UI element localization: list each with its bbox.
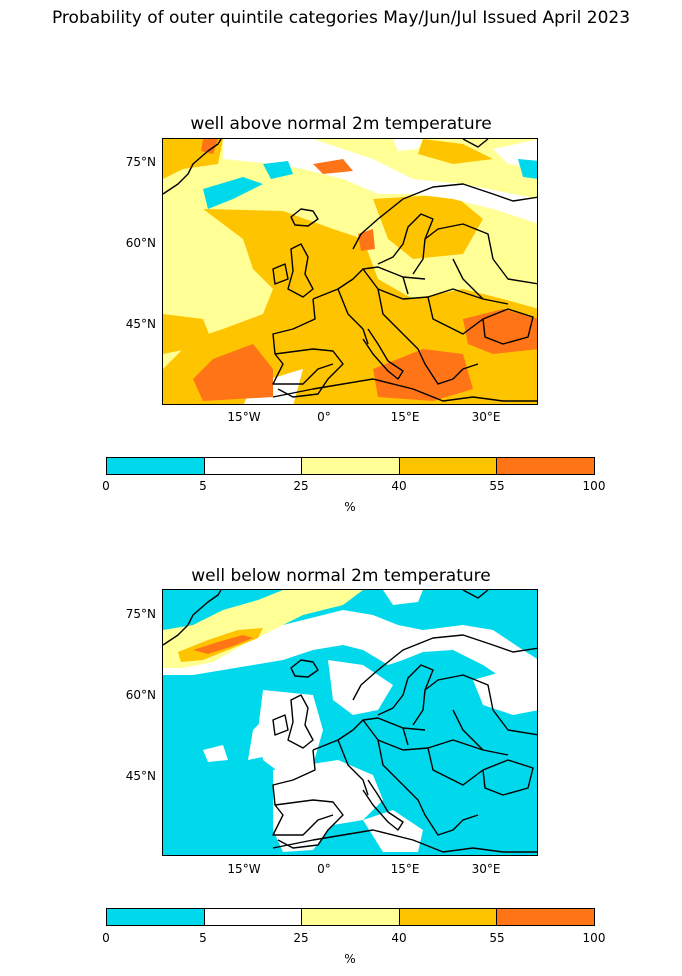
panel-title-below: well below normal 2m temperature <box>191 566 491 586</box>
colorbar-unit: % <box>344 952 356 966</box>
lat-label: 60°N <box>125 236 156 250</box>
lat-label: 75°N <box>125 155 156 169</box>
lat-label: 45°N <box>125 769 156 783</box>
colorbar-tick-label: 5 <box>199 931 207 945</box>
lon-label: 30°E <box>471 410 501 424</box>
colorbar-tick-label: 55 <box>489 931 505 945</box>
colorbar-above <box>106 457 595 475</box>
lon-label: 30°E <box>471 862 501 876</box>
colorbar-tick-label: 40 <box>391 931 407 945</box>
lon-label: 15°E <box>390 410 420 424</box>
colorbar-segment <box>301 458 399 474</box>
colorbar-segment <box>398 458 497 474</box>
colorbar-segment <box>107 909 204 925</box>
colorbar-tick-label: 55 <box>489 479 505 493</box>
colorbar-segment <box>203 458 302 474</box>
lon-label: 0° <box>317 862 331 876</box>
lon-label: 15°W <box>227 410 261 424</box>
colorbar-tick-label: 40 <box>391 479 407 493</box>
lon-label: 15°E <box>390 862 420 876</box>
colorbar-tick-label: 100 <box>582 479 606 493</box>
colorbar-segment <box>496 909 594 925</box>
colorbar-segment <box>496 458 594 474</box>
lat-label: 75°N <box>125 607 156 621</box>
colorbar-tick-label: 100 <box>582 931 606 945</box>
figure-title: Probability of outer quintile categories… <box>51 8 631 28</box>
colorbar-segment <box>301 909 399 925</box>
lat-label: 45°N <box>125 317 156 331</box>
colorbar-segment <box>398 909 497 925</box>
colorbar-tick-label: 5 <box>199 479 207 493</box>
lon-label: 0° <box>317 410 331 424</box>
colorbar-segment <box>107 458 204 474</box>
colorbar-tick-label: 0 <box>102 931 110 945</box>
colorbar-below <box>106 908 595 926</box>
colorbar-tick-label: 0 <box>102 479 110 493</box>
map-above-normal <box>162 138 538 405</box>
lon-label: 15°W <box>227 862 261 876</box>
colorbar-tick-label: 25 <box>293 479 309 493</box>
panel-title-above: well above normal 2m temperature <box>190 114 492 134</box>
colorbar-unit: % <box>344 500 356 514</box>
lat-label: 60°N <box>125 688 156 702</box>
colorbar-tick-label: 25 <box>293 931 309 945</box>
map-below-normal <box>162 589 538 856</box>
colorbar-segment <box>203 909 302 925</box>
